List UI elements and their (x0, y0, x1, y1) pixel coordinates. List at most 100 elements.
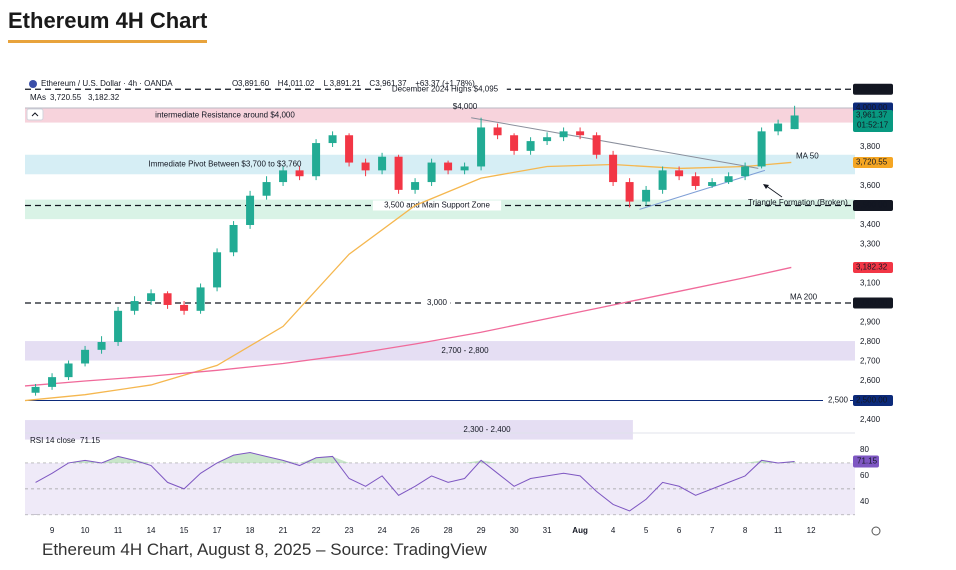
zone-label: intermediate Resistance around $4,000 (155, 110, 295, 119)
candle-body (625, 182, 634, 202)
ohlc-value: 3,891.60 (238, 79, 270, 88)
x-tick-label: 5 (644, 526, 649, 535)
settings-icon (871, 526, 881, 536)
zone (25, 154, 855, 175)
y-tick-label: 3,600 (860, 181, 881, 190)
x-tick-label: 30 (510, 526, 519, 535)
ma-label: MA 200 (790, 293, 818, 302)
candle-body (708, 182, 717, 186)
candle-body (411, 182, 420, 190)
price-label-box (853, 395, 893, 407)
level-label-bg (423, 298, 451, 309)
candle-body (790, 115, 799, 130)
zone (25, 420, 633, 440)
candle-body (609, 154, 618, 183)
x-tick-label: 8 (743, 526, 748, 535)
candle-body (48, 377, 57, 387)
chart: intermediate Resistance around $4,000 Imm… (24, 79, 893, 536)
candle-body (295, 170, 304, 177)
y-tick-label: 2,900 (860, 318, 881, 327)
rsi-tick-label: 40 (860, 497, 869, 506)
trendline (639, 169, 766, 210)
x-tick-label: 17 (213, 526, 222, 535)
price-label: 3,961.37 (856, 111, 888, 120)
y-tick-label: 3,400 (860, 220, 881, 229)
moving-average (24, 266, 792, 387)
candle-body (163, 293, 172, 305)
x-tick-label: 31 (543, 526, 552, 535)
y-tick-label: 3,300 (860, 240, 881, 249)
candle-body (64, 363, 73, 378)
x-tick-label: 11 (774, 526, 783, 535)
candle-body (196, 287, 205, 311)
x-tick-label: 24 (378, 526, 387, 535)
candle-body (444, 162, 453, 171)
y-tick-label: 2,800 (860, 337, 881, 346)
rsi-value-label: 71.15 (857, 457, 878, 466)
candle-body (658, 170, 667, 190)
rsi-value-box (853, 455, 879, 468)
price-label: 4,095.98 (856, 84, 888, 93)
y-tick-label: 2,600 (860, 376, 881, 385)
level-label: 3,500 and Main Support Zone (384, 201, 490, 210)
x-tick-label: 18 (246, 526, 255, 535)
candle-body (246, 195, 255, 225)
price-label: 3,500.00 (856, 201, 888, 210)
candle-body (774, 123, 783, 132)
candle-body (31, 386, 40, 393)
price-label: 3,182.32 (856, 263, 888, 272)
level-label-bg (823, 395, 850, 406)
price-label-box (853, 261, 893, 273)
candle-body (724, 176, 733, 183)
x-tick-label: 12 (807, 526, 816, 535)
price-label: 2,500.00 (856, 396, 888, 405)
x-tick-label: 29 (477, 526, 486, 535)
candle-body (675, 170, 684, 177)
ohlc-key: H (278, 79, 284, 88)
candle-body (114, 310, 123, 343)
candle-body (130, 301, 139, 311)
candle-body (328, 135, 337, 144)
candle-body (757, 131, 766, 167)
trendline (471, 117, 759, 169)
rsi-line (35, 452, 795, 512)
price-label: 3,000.00 (856, 298, 888, 307)
x-tick-label: 7 (710, 526, 715, 535)
candle-body (576, 131, 585, 136)
candle-body (460, 166, 469, 171)
ohlc-value: 4,011.02 (284, 79, 315, 88)
candle-body (642, 189, 651, 202)
candle-body (427, 162, 436, 183)
candle-body (510, 135, 519, 151)
x-tick-label: 23 (345, 526, 354, 535)
ohlc-key: C (369, 79, 375, 88)
ma-label: MA 50 (796, 152, 819, 161)
price-label-box (853, 156, 893, 168)
symbol: Ethereum / U.S. Dollar · 4h · OANDA (41, 79, 173, 88)
x-tick-label: 22 (312, 526, 321, 535)
y-tick-label: 2,400 (860, 415, 881, 424)
rsi-title: RSI 14 close (30, 436, 76, 445)
change: +63.37 (+1.78%) (415, 79, 475, 88)
rsi-overbought-fill (35, 452, 795, 463)
price-label: 4,000.00 (856, 103, 888, 112)
candle-body (97, 342, 106, 350)
caption: Ethereum 4H Chart, August 8, 2025 – Sour… (42, 540, 487, 559)
ma-legend-value: 3,182.32 (88, 93, 120, 102)
x-tick-label: 15 (180, 526, 189, 535)
x-tick-label: 21 (279, 526, 288, 535)
annotation-arrowhead (763, 184, 769, 189)
level-label-bg (383, 84, 507, 95)
x-tick-label: 10 (81, 526, 90, 535)
candle-body (180, 304, 189, 311)
x-tick-label: 11 (114, 526, 123, 535)
candle-body (691, 176, 700, 186)
x-tick-label: 9 (50, 526, 55, 535)
candle-body (493, 127, 502, 136)
candle-body (213, 252, 222, 288)
price-label-box (853, 109, 893, 132)
annotation: Triangle Formation (Broken) (748, 198, 848, 207)
level-label-bg (372, 200, 502, 211)
candle-body (543, 137, 552, 142)
x-tick-label: 6 (677, 526, 682, 535)
